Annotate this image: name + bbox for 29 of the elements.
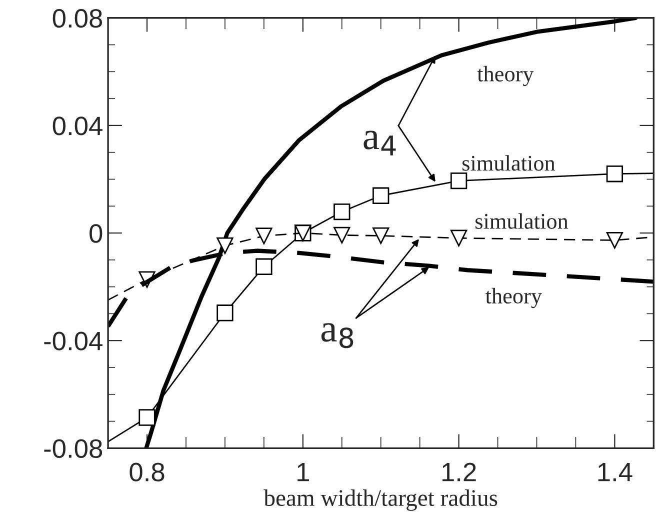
annotation: theory: [485, 288, 542, 308]
point: [334, 226, 350, 244]
point: [450, 172, 468, 190]
annotation: simulation: [476, 213, 568, 229]
point: [216, 304, 234, 322]
point: [256, 258, 272, 275]
point: [216, 237, 234, 254]
point: [372, 227, 390, 244]
x-tick-label: 0.8: [130, 462, 164, 482]
point: [138, 409, 156, 426]
x-tick-label: 1: [298, 463, 309, 482]
point: [606, 232, 624, 249]
point: [334, 203, 350, 220]
x-tick-label: 1.4: [598, 463, 632, 482]
y-tick-label: -0.08: [44, 439, 102, 458]
y-tick-label: -0.04: [44, 332, 102, 350]
point: [606, 166, 624, 182]
y-tick-label: 0.04: [52, 116, 102, 136]
annotation: theory: [477, 66, 534, 86]
y-tick-label: 0: [90, 224, 102, 243]
x-axis-title: beam width/target radius: [264, 489, 498, 511]
annotation: a$_{4}$: [364, 130, 396, 156]
point: [256, 228, 272, 244]
point: [372, 187, 390, 204]
point: [450, 230, 468, 246]
annotation: a$_{8}$: [321, 323, 354, 348]
annotation: simulation: [462, 155, 556, 171]
y-tick-label: 0.08: [52, 9, 102, 28]
x-tick-label: 1.2: [442, 462, 476, 482]
